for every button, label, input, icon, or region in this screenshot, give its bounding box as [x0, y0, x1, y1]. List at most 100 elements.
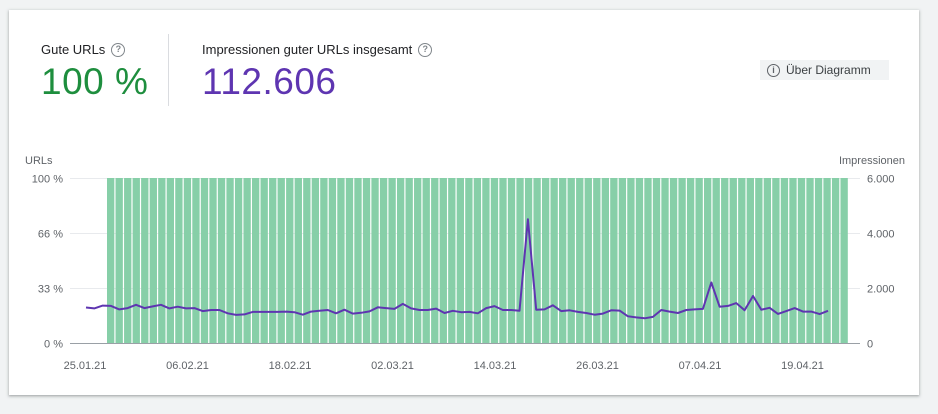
good-urls-bar[interactable] [192, 178, 200, 343]
good-urls-bar[interactable] [814, 178, 823, 343]
good-urls-bar[interactable] [490, 178, 499, 343]
good-urls-bar[interactable] [840, 178, 848, 343]
good-urls-bar[interactable] [320, 178, 328, 343]
good-urls-bar[interactable] [354, 178, 362, 343]
good-urls-bar[interactable] [797, 178, 806, 343]
good-urls-bar[interactable] [311, 178, 320, 343]
good-urls-bar[interactable] [533, 178, 541, 343]
good-urls-bar[interactable] [149, 178, 157, 343]
good-urls-bar[interactable] [200, 178, 209, 343]
good-urls-bar[interactable] [507, 178, 516, 343]
good-urls-bar[interactable] [217, 178, 226, 343]
good-urls-bar[interactable] [738, 178, 746, 343]
good-urls-bar[interactable] [183, 178, 192, 343]
good-urls-bar[interactable] [294, 178, 302, 343]
good-urls-bar[interactable] [627, 178, 635, 343]
good-urls-bar[interactable] [635, 178, 644, 343]
x-tick-label: 14.03.21 [474, 360, 517, 372]
good-urls-bar[interactable] [371, 178, 379, 343]
good-urls-bar[interactable] [652, 178, 661, 343]
good-urls-bar[interactable] [175, 178, 183, 343]
good-urls-bar[interactable] [337, 178, 345, 343]
good-urls-bar[interactable] [141, 178, 149, 343]
good-urls-bar[interactable] [303, 178, 311, 343]
x-tick-label: 25.01.21 [64, 360, 107, 372]
good-urls-bar[interactable] [345, 178, 354, 343]
good-urls-metric: Gute URLs ? 100 % [41, 42, 148, 103]
help-icon[interactable]: ? [418, 42, 433, 57]
good-urls-bar[interactable] [644, 178, 652, 343]
help-icon[interactable]: ? [111, 42, 126, 57]
left-tick-label: 100 % [32, 174, 63, 186]
good-urls-bar[interactable] [704, 178, 712, 343]
good-urls-bar[interactable] [541, 178, 550, 343]
right-tick-label: 6.000 [867, 174, 895, 186]
good-urls-bar[interactable] [669, 178, 678, 343]
good-urls-bar[interactable] [610, 178, 618, 343]
good-urls-bar[interactable] [524, 178, 533, 343]
about-chart-label: Über Diagramm [786, 63, 871, 77]
good-urls-bar[interactable] [439, 178, 447, 343]
good-urls-bar[interactable] [729, 178, 737, 343]
good-urls-bar[interactable] [712, 178, 720, 343]
good-urls-bar[interactable] [686, 178, 695, 343]
good-urls-bar[interactable] [661, 178, 669, 343]
good-urls-bar[interactable] [405, 178, 413, 343]
x-tick-label: 19.04.21 [781, 360, 824, 372]
good-urls-bar[interactable] [226, 178, 234, 343]
good-urls-bar[interactable] [431, 178, 439, 343]
good-urls-bar[interactable] [448, 178, 456, 343]
good-urls-bar[interactable] [755, 178, 763, 343]
good-urls-bar[interactable] [499, 178, 507, 343]
good-urls-bar[interactable] [618, 178, 627, 343]
good-urls-bar[interactable] [806, 178, 814, 343]
good-urls-bar[interactable] [422, 178, 430, 343]
good-urls-bar[interactable] [166, 178, 175, 343]
good-urls-bar[interactable] [124, 178, 132, 343]
good-urls-bar[interactable] [414, 178, 422, 343]
good-urls-bar[interactable] [107, 178, 115, 343]
good-urls-bar[interactable] [601, 178, 609, 343]
good-urls-bar[interactable] [772, 178, 780, 343]
good-urls-bar[interactable] [362, 178, 371, 343]
good-urls-bar[interactable] [721, 178, 729, 343]
good-urls-bar[interactable] [132, 178, 140, 343]
good-urls-bar[interactable] [789, 178, 797, 343]
good-urls-bar[interactable] [388, 178, 396, 343]
good-urls-bar[interactable] [780, 178, 789, 343]
good-urls-bar[interactable] [584, 178, 592, 343]
good-urls-bar[interactable] [482, 178, 490, 343]
good-urls-bar[interactable] [269, 178, 277, 343]
good-urls-bar[interactable] [158, 178, 166, 343]
good-urls-bar[interactable] [516, 178, 524, 343]
good-urls-bar[interactable] [456, 178, 465, 343]
good-urls-bar[interactable] [379, 178, 388, 343]
good-urls-bar[interactable] [763, 178, 772, 343]
good-urls-label: Gute URLs [41, 42, 106, 57]
good-urls-bar[interactable] [823, 178, 831, 343]
good-urls-bar[interactable] [473, 178, 482, 343]
good-urls-bar[interactable] [559, 178, 567, 343]
right-tick-label: 0 [867, 339, 873, 351]
good-urls-bar[interactable] [209, 178, 217, 343]
good-urls-bar[interactable] [396, 178, 405, 343]
good-urls-bar[interactable] [567, 178, 575, 343]
good-urls-bar[interactable] [115, 178, 123, 343]
good-urls-bar[interactable] [695, 178, 703, 343]
good-urls-bar[interactable] [328, 178, 337, 343]
good-urls-bar[interactable] [576, 178, 584, 343]
good-urls-bar[interactable] [277, 178, 285, 343]
good-urls-bar[interactable] [465, 178, 473, 343]
good-urls-bar[interactable] [251, 178, 260, 343]
good-urls-bar[interactable] [286, 178, 294, 343]
good-urls-bar[interactable] [678, 178, 686, 343]
good-urls-bar[interactable] [593, 178, 601, 343]
good-urls-bar[interactable] [260, 178, 268, 343]
good-urls-bar[interactable] [831, 178, 840, 343]
good-urls-bar[interactable] [550, 178, 558, 343]
good-urls-bar[interactable] [746, 178, 754, 343]
good-urls-bar[interactable] [243, 178, 251, 343]
about-chart-button[interactable]: i Über Diagramm [760, 60, 889, 80]
good-urls-bar[interactable] [234, 178, 243, 343]
